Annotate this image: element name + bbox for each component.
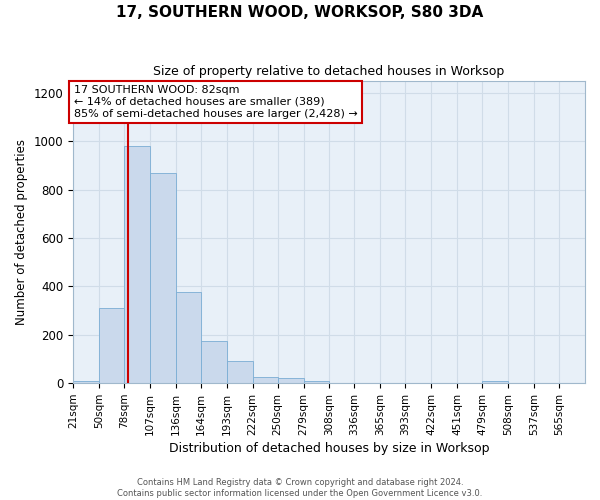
Text: Contains HM Land Registry data © Crown copyright and database right 2024.
Contai: Contains HM Land Registry data © Crown c… bbox=[118, 478, 482, 498]
X-axis label: Distribution of detached houses by size in Worksop: Distribution of detached houses by size … bbox=[169, 442, 489, 455]
Text: 17, SOUTHERN WOOD, WORKSOP, S80 3DA: 17, SOUTHERN WOOD, WORKSOP, S80 3DA bbox=[116, 5, 484, 20]
Text: 17 SOUTHERN WOOD: 82sqm
← 14% of detached houses are smaller (389)
85% of semi-d: 17 SOUTHERN WOOD: 82sqm ← 14% of detache… bbox=[74, 86, 358, 118]
Bar bbox=[278, 378, 304, 383]
Bar bbox=[253, 377, 278, 383]
Bar bbox=[73, 381, 99, 383]
Bar bbox=[201, 341, 227, 383]
Bar bbox=[227, 362, 253, 383]
Bar bbox=[99, 308, 124, 383]
Bar bbox=[150, 172, 176, 383]
Y-axis label: Number of detached properties: Number of detached properties bbox=[15, 139, 28, 325]
Bar bbox=[124, 146, 150, 383]
Bar bbox=[176, 292, 201, 383]
Title: Size of property relative to detached houses in Worksop: Size of property relative to detached ho… bbox=[154, 65, 505, 78]
Bar bbox=[304, 381, 329, 383]
Bar bbox=[482, 381, 508, 383]
